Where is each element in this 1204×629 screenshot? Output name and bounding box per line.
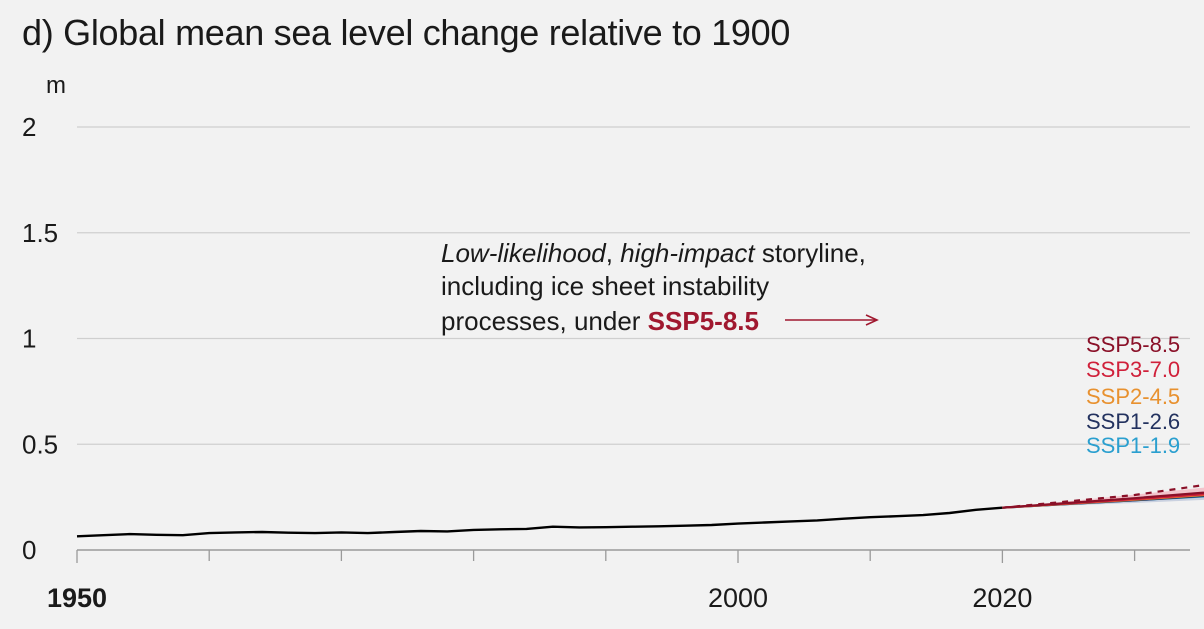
series-label-ssp5-8-5: SSP5-8.5	[1086, 332, 1180, 357]
series-label-ssp3-7-0: SSP3-7.0	[1086, 357, 1180, 382]
tick-labels: 00.511.52m19502000202020502100SSP5-8.5SS…	[22, 72, 1180, 613]
y-tick-label: 0.5	[22, 429, 58, 459]
y-tick-label: 0	[22, 535, 36, 565]
x-tick-label: 1950	[47, 583, 107, 613]
y-tick-label: 1	[22, 324, 36, 354]
historical-line	[76, 506, 1003, 538]
grid-lines	[77, 126, 1190, 445]
series-label-ssp1-2-6: SSP1-2.6	[1086, 409, 1180, 434]
x-tick-label: 2000	[708, 583, 768, 613]
annotation-line-1: Low-likelihood, high-impact storyline,	[441, 238, 866, 268]
series-line-ssp3-7-0	[1002, 493, 1204, 509]
y-tick-label: 2	[22, 112, 36, 142]
y-axis-unit: m	[46, 72, 66, 99]
y-tick-label: 1.5	[22, 218, 58, 248]
x-axis	[76, 549, 1190, 563]
storyline-annotation: Low-likelihood, high-impact storyline,in…	[441, 238, 879, 336]
x-tick-label: 2020	[972, 583, 1032, 613]
series-label-ssp1-1-9: SSP1-1.9	[1086, 433, 1180, 458]
series-line-ssp5-8-5	[1002, 491, 1204, 509]
chart-title: d) Global mean sea level change relative…	[22, 12, 791, 53]
annotation-line-3: processes, under SSP5-8.5	[441, 306, 759, 336]
projection-lines	[76, 483, 1204, 538]
series-label-ssp2-4-5: SSP2-4.5	[1086, 384, 1180, 409]
annotation-line-2: including ice sheet instability	[441, 271, 769, 301]
